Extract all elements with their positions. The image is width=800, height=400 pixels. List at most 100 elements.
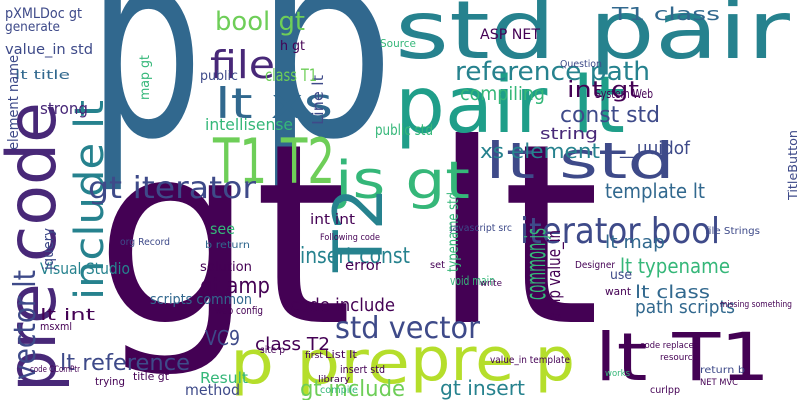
word: gt iterator [88,171,257,206]
word: string [540,124,598,143]
word: reference path [455,57,650,87]
word: site p [260,345,285,356]
word: lt reference [60,351,190,376]
word: want [605,285,632,298]
word: strong [40,99,88,118]
word: vector lt [8,270,43,380]
word: error [345,258,381,274]
word: std vector [335,311,481,346]
word: library [318,375,351,385]
word: class T1 [265,66,317,86]
word: p [255,0,395,197]
word: return b [700,365,745,376]
word: code replaces [640,341,698,351]
word: file Strings [705,226,760,237]
word: see [210,220,235,238]
word: title gt [133,370,170,383]
word: xs element [480,139,600,163]
word: gt insert [440,376,525,400]
word: lt class [635,282,710,303]
word: int gt [567,78,639,103]
word: Following code [320,233,380,243]
word: pair lt [395,61,625,151]
word: resource [660,353,698,363]
word: lt int [40,305,95,324]
word: const std [560,103,660,128]
word: org Record [120,237,170,248]
word: public [200,69,238,84]
word: web config [215,304,263,317]
word: iterator bool [520,211,720,252]
word: write [480,279,502,289]
word: int int [310,212,356,228]
word: solution [200,260,252,275]
word: std pair [395,0,790,77]
word: method [185,381,240,399]
word: include lt [67,100,113,300]
word: T1 T2 [212,125,335,198]
word: b return [205,240,250,251]
word: js gt [334,151,470,211]
word: gt amp [200,274,270,299]
word: template lt [605,179,705,203]
word: element name [6,55,22,150]
word: lt title [15,68,70,82]
word: VC9 [205,326,240,350]
word: amp value_in [544,230,565,320]
word: p pre [230,328,410,398]
word: __uuidof [619,138,691,159]
word: lt std [485,132,675,190]
word: lt map [605,232,665,253]
word: Visual Studio [40,259,130,278]
word: file [210,43,275,87]
word: code include [290,295,395,316]
word: missing something [720,300,792,310]
word: TitleButton [786,130,800,201]
word: first [305,351,323,361]
word: pre p [410,325,575,395]
word: works [605,369,630,379]
word: ASP NET [480,27,540,43]
word: Source [380,37,416,50]
word: lt T1 [595,319,770,396]
word: trying [95,375,125,388]
word: typename std [444,192,462,272]
word: path scripts [635,297,735,318]
word: System Web [595,87,653,101]
word: use [610,268,632,283]
word: h gt [280,39,305,54]
word: jquery [41,228,57,271]
word: bool gt [215,7,305,37]
word: T1 class [611,4,720,25]
word: lt typename [620,254,730,278]
word: T2 [320,187,399,273]
word: class T2 [255,334,330,355]
word: Result [200,369,248,387]
word: public std [375,121,433,139]
word: curlpp [650,385,680,396]
word: NET MVC [700,378,738,388]
word: set [430,260,445,271]
word: Designer [575,260,616,271]
word: value_in template [490,355,570,366]
word: Line lt [309,75,327,125]
word: compile [320,385,358,396]
word: scripts common [150,292,252,308]
word: javascript src [449,223,512,234]
word: code CComPtr [30,365,80,375]
word: insert const [300,244,410,269]
word: void main [450,274,495,288]
word: pXMLDoc gt [5,6,82,22]
word: List lt [325,348,358,361]
word: lt xs [215,79,333,128]
word: generate [5,20,60,35]
word: msxml [40,320,72,333]
word: pre code [0,102,72,392]
word: map gt [138,55,153,100]
word: gt include [300,377,405,400]
word: intellisense [205,115,293,134]
word: compiling [460,83,545,105]
